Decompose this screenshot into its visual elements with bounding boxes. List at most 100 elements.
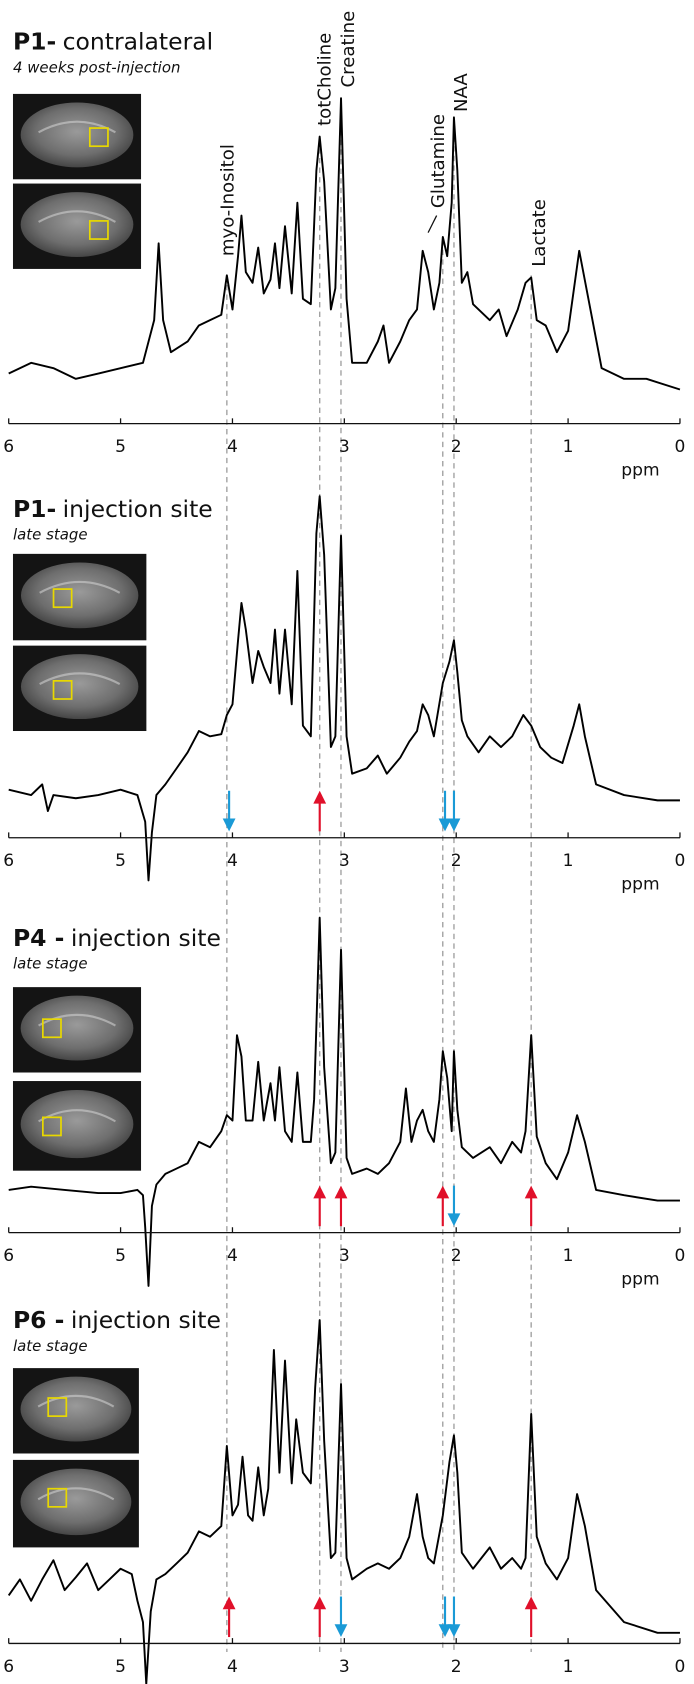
x-tick-label: 4 <box>227 1246 238 1266</box>
mri-thumbnail <box>12 1459 139 1548</box>
brain <box>20 1376 132 1442</box>
spectrum <box>8 495 680 882</box>
brain <box>20 654 139 720</box>
arrow-head <box>222 1596 236 1610</box>
metabolite-label: totCholine <box>315 33 336 126</box>
x-tick-label: 2 <box>451 851 462 871</box>
x-tick-label: 2 <box>451 1246 462 1266</box>
mri-thumbnail <box>12 183 142 269</box>
metabolite-label: Lactate <box>529 199 550 267</box>
change-arrow <box>447 1185 461 1227</box>
panel-subtitle: 4 weeks post-injection <box>13 58 180 76</box>
voxel <box>47 1487 68 1508</box>
voxel <box>88 127 109 148</box>
mri-thumbnail <box>12 93 142 180</box>
panel-id: P1- <box>13 495 56 523</box>
panel-subtitle: late stage <box>13 955 88 973</box>
change-arrow <box>447 790 461 832</box>
change-arrow <box>524 1185 538 1227</box>
change-arrow <box>438 790 452 832</box>
x-tick-label: 6 <box>3 437 14 457</box>
voxel <box>52 680 73 700</box>
arrow-head <box>524 1596 538 1610</box>
x-axis-label: ppm <box>621 1270 659 1290</box>
spectrum <box>7 1319 680 1684</box>
x-tick-label: 1 <box>563 851 574 871</box>
x-tick-label: 6 <box>3 851 14 871</box>
panel-title: P1- injection site <box>13 495 213 523</box>
brain <box>20 995 134 1061</box>
panel-title: P6 - injection site <box>13 1306 221 1334</box>
arrow-head <box>447 818 461 832</box>
change-arrow <box>447 1596 461 1638</box>
arrow-head <box>334 1624 348 1638</box>
x-tick-label: 0 <box>675 851 686 871</box>
arrow-head <box>524 1185 538 1199</box>
brain-fold <box>38 1013 116 1027</box>
mri-thumbnail <box>12 1081 142 1171</box>
change-arrow <box>436 1185 450 1227</box>
voxel <box>42 1018 62 1039</box>
x-tick-label: 0 <box>675 1246 686 1266</box>
arrow-head <box>438 1624 452 1638</box>
brain-fold <box>39 672 121 686</box>
brain-fold <box>38 210 116 223</box>
brain <box>20 562 139 629</box>
panel-title: P1- contralateral <box>13 27 213 55</box>
brain-fold <box>37 1394 115 1408</box>
x-tick-label: 6 <box>3 1246 14 1266</box>
x-tick-label: 3 <box>339 1657 350 1677</box>
panel-name: injection site <box>71 924 221 952</box>
change-arrow <box>313 790 327 832</box>
mri-thumbnail <box>12 553 147 641</box>
metabolite-label: Glutamine <box>428 114 449 208</box>
change-arrow <box>222 1596 236 1638</box>
brain-fold <box>39 580 121 594</box>
x-tick-label: 6 <box>3 1657 14 1677</box>
x-tick-label: 0 <box>675 437 686 457</box>
panel-id: P4 - <box>13 924 64 952</box>
x-tick-label: 3 <box>339 437 350 457</box>
brain <box>20 192 134 257</box>
change-arrow <box>313 1185 327 1227</box>
voxel <box>52 588 73 609</box>
x-tick-label: 2 <box>451 1657 462 1677</box>
arrow-head <box>447 1624 461 1638</box>
arrow-head <box>438 818 452 832</box>
arrow-head <box>313 1596 327 1610</box>
arrow-head <box>447 1213 461 1227</box>
brain <box>20 1468 132 1536</box>
brain <box>20 1090 134 1159</box>
brain-fold <box>37 1487 115 1501</box>
voxel <box>42 1116 62 1137</box>
metabolite-label: Creatine <box>338 11 359 88</box>
panel-subtitle: late stage <box>13 526 88 544</box>
x-tick-label: 5 <box>115 1657 126 1677</box>
voxel <box>88 220 109 240</box>
x-tick-label: 3 <box>339 1246 350 1266</box>
x-axis-label: ppm <box>621 1680 659 1684</box>
change-arrow <box>334 1596 348 1638</box>
x-tick-label: 1 <box>563 1657 574 1677</box>
x-tick-label: 4 <box>227 1657 238 1677</box>
arrow-head <box>313 790 327 804</box>
panel-id: P1- <box>13 27 56 55</box>
arrow-head <box>313 1185 327 1199</box>
panel-name: injection site <box>71 1306 221 1334</box>
x-tick-label: 0 <box>675 1657 686 1677</box>
x-axis-label: ppm <box>621 461 659 481</box>
x-tick-label: 1 <box>563 437 574 457</box>
panel-title: P4 - injection site <box>13 924 221 952</box>
change-arrow <box>313 1596 327 1638</box>
arrow-head <box>334 1185 348 1199</box>
mri-thumbnail <box>12 987 142 1073</box>
mri-thumbnail <box>12 645 147 732</box>
metabolite-label: myo-Inositol <box>218 144 239 256</box>
change-arrow <box>438 1596 452 1638</box>
x-tick-label: 5 <box>115 437 126 457</box>
leader-line <box>427 215 438 233</box>
x-tick-label: 1 <box>563 1246 574 1266</box>
arrow-head <box>436 1185 450 1199</box>
x-axis-label: ppm <box>621 875 659 895</box>
